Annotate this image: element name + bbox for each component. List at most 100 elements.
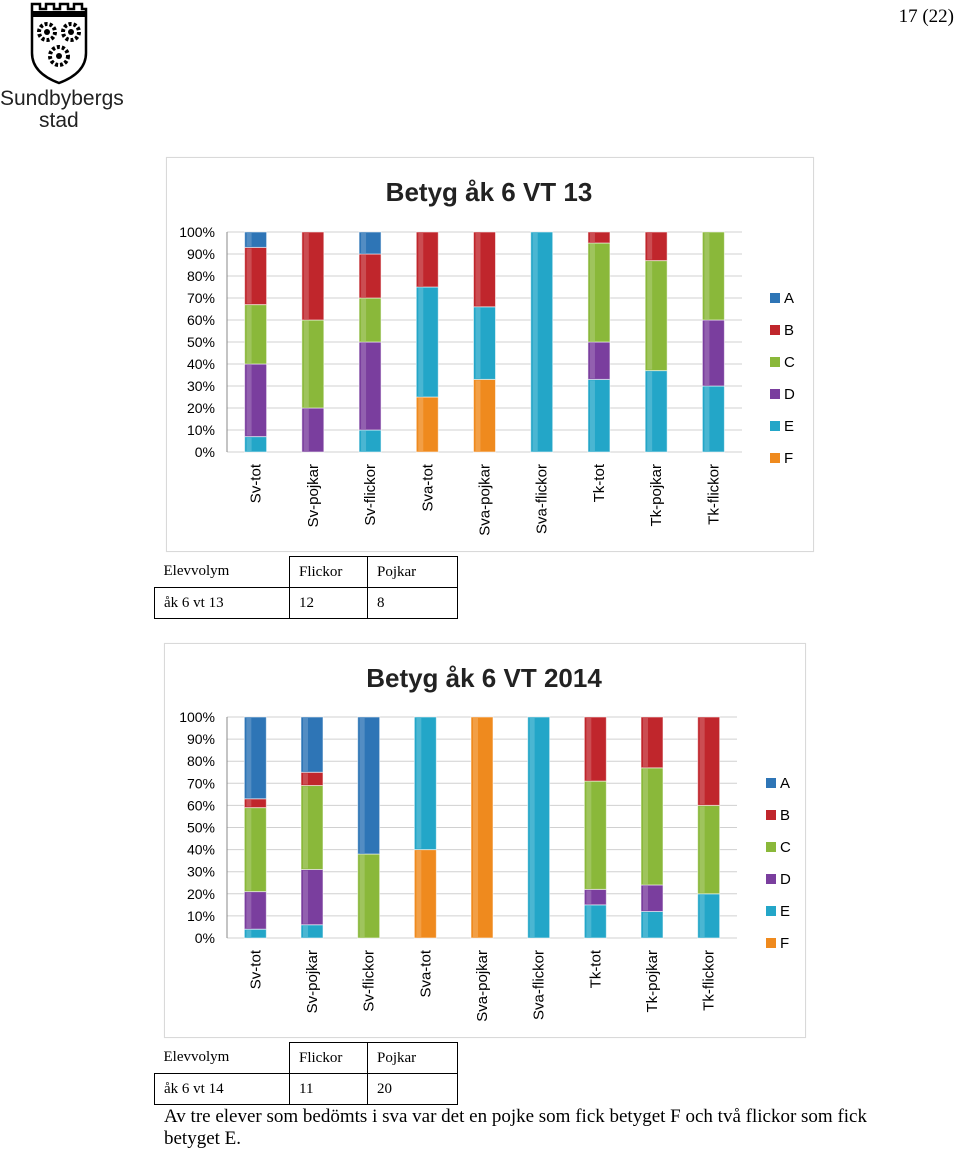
bar-highlight xyxy=(586,782,592,889)
bar-highlight xyxy=(704,387,710,451)
bar-highlight xyxy=(246,305,252,363)
x-category-label: Sva-pojkar xyxy=(474,950,491,1022)
legend-swatch-C xyxy=(770,357,780,367)
legend-label: F xyxy=(784,450,793,467)
bar-highlight xyxy=(359,855,365,937)
y-tick-label: 80% xyxy=(187,753,215,769)
bar-highlight xyxy=(704,321,710,385)
x-category-label: Tk-flickor xyxy=(701,950,718,1011)
y-tick-label: 100% xyxy=(179,224,215,240)
bar-highlight xyxy=(361,233,367,253)
bar-highlight xyxy=(303,773,308,785)
footnote-text: Av tre elever som bedömts i sva var det … xyxy=(164,1106,867,1149)
bar-highlight xyxy=(699,718,705,805)
legend-label: A xyxy=(780,775,790,792)
bar-highlight xyxy=(643,768,648,884)
bar-highlight xyxy=(475,307,481,379)
x-category-label: Sv-pojkar xyxy=(304,950,321,1013)
x-category-label: Tk-tot xyxy=(587,949,604,988)
bar-highlight xyxy=(361,343,367,429)
legend-label: A xyxy=(784,290,794,307)
table-cell-label: åk 6 vt 13 xyxy=(154,587,290,619)
bar-highlight xyxy=(303,409,309,451)
bar-highlight xyxy=(532,233,538,451)
y-tick-label: 60% xyxy=(187,797,215,813)
bar-segment-C xyxy=(701,231,725,321)
table-cell-flickor: 11 xyxy=(289,1073,368,1105)
bar-highlight xyxy=(589,380,595,451)
x-category-label: Sv-flickor xyxy=(361,950,378,1012)
bar-highlight xyxy=(586,890,592,904)
bar-segment-B xyxy=(583,716,607,782)
legend-swatch-F xyxy=(770,453,780,463)
x-category-label: Sv-flickor xyxy=(362,464,379,526)
legend-label: D xyxy=(784,386,795,403)
bar-highlight xyxy=(246,799,252,807)
bar-segment-E xyxy=(527,716,551,939)
bar-segment-A xyxy=(358,231,382,255)
table-cell-pojkar: 20 xyxy=(367,1073,458,1105)
y-tick-label: 50% xyxy=(187,334,215,350)
y-tick-label: 30% xyxy=(187,378,215,394)
legend-label: B xyxy=(784,322,794,339)
bar-highlight xyxy=(246,892,252,929)
bar-highlight xyxy=(359,718,365,854)
bar-segment-E xyxy=(413,716,437,851)
bar-segment-B xyxy=(473,231,496,308)
bar-highlight xyxy=(589,233,595,242)
legend-swatch-E xyxy=(766,906,776,916)
table-header-elevvolym: Elevvolym xyxy=(163,563,230,580)
bar-highlight xyxy=(586,718,592,781)
bar-segment-B xyxy=(587,231,611,244)
legend-swatch-B xyxy=(770,325,780,335)
x-category-label: Sva-flickor xyxy=(534,464,551,534)
bar-highlight xyxy=(303,786,308,869)
x-category-label: Sva-pojkar xyxy=(477,464,494,536)
bar-highlight xyxy=(303,233,309,319)
bar-highlight xyxy=(529,718,535,937)
legend-label: F xyxy=(780,935,789,952)
bar-highlight xyxy=(418,398,424,451)
bar-highlight xyxy=(475,380,481,451)
legend-swatch-D xyxy=(766,874,776,884)
bar-highlight xyxy=(303,718,308,772)
coat-of-arms-icon xyxy=(30,2,88,85)
bar-segment-B xyxy=(301,231,325,321)
chart-vt2014-svg: Betyg åk 6 VT 2014 0% 10% 20% 30% 40% 50% 60% 70… xyxy=(179,663,791,1022)
y-tick-label: 70% xyxy=(187,290,215,306)
logo-text-line1: Sundbybergs xyxy=(0,87,124,110)
bar-highlight xyxy=(303,321,309,407)
table-header-pojkar: Pojkar xyxy=(367,556,458,588)
bar-highlight xyxy=(699,806,705,893)
legend-label: C xyxy=(780,839,791,856)
bar-highlight xyxy=(643,912,648,937)
bar-highlight xyxy=(699,894,705,937)
bar-highlight xyxy=(361,299,367,341)
y-tick-label: 70% xyxy=(187,775,215,791)
y-tick-label: 0% xyxy=(195,930,215,946)
table-header-elevvolym: Elevvolym xyxy=(163,1049,230,1066)
legend-swatch-D xyxy=(770,389,780,399)
x-category-label: Tk-tot xyxy=(591,463,608,502)
x-category-label: Sva-tot xyxy=(419,463,436,511)
x-category-label: Tk-pojkar xyxy=(644,950,661,1013)
elevvolym-table-vt13: Elevvolym Flickor Pojkar åk 6 vt 13 12 8 xyxy=(154,556,458,619)
bar-highlight xyxy=(246,718,252,798)
bar-highlight xyxy=(303,870,308,924)
bar-highlight xyxy=(416,850,422,937)
legend-label: E xyxy=(780,903,790,920)
bar-highlight xyxy=(246,365,252,436)
bar-highlight xyxy=(647,261,653,370)
page-number: 17 (22) xyxy=(898,6,954,27)
bar-segment-A xyxy=(244,231,268,248)
bar-segment-F xyxy=(470,716,494,939)
x-category-label: Sva-tot xyxy=(417,949,434,997)
chart-vt13-svg: Betyg åk 6 VT 13 0% 10% 20% 30% 40% 50% 60% 70% 8… xyxy=(179,177,795,536)
y-tick-label: 10% xyxy=(187,908,215,924)
bar-segment-A xyxy=(357,716,381,855)
y-tick-label: 90% xyxy=(187,731,215,747)
y-tick-label: 60% xyxy=(187,312,215,328)
x-category-label: Sva-flickor xyxy=(531,950,548,1020)
elevvolym-table-vt14: Elevvolym Flickor Pojkar åk 6 vt 14 11 2… xyxy=(154,1042,458,1105)
legend-label: D xyxy=(780,871,791,888)
